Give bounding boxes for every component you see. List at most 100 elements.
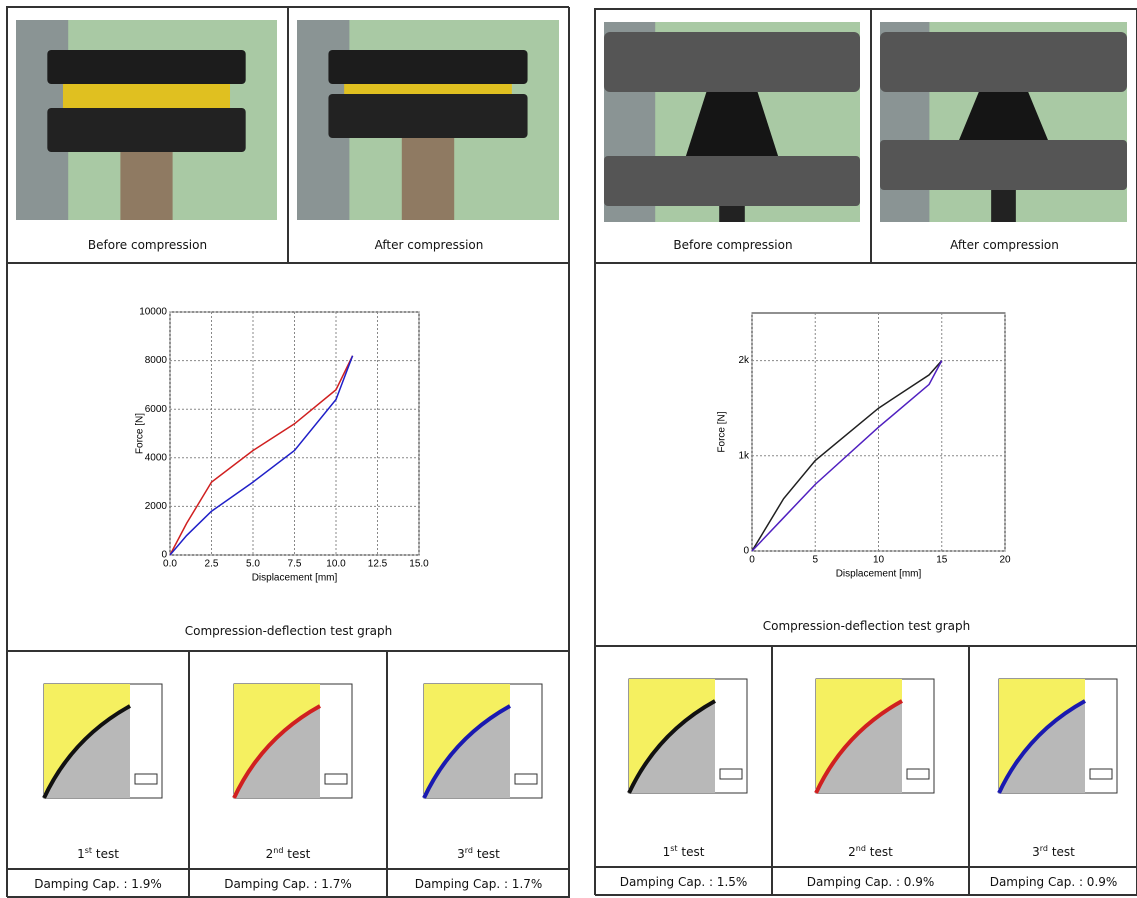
test-suffix: nd xyxy=(856,844,866,853)
x-tick-label: 10 xyxy=(873,555,885,566)
x-tick-label: 5 xyxy=(812,555,818,566)
chart-caption: Compression-deflection test graph xyxy=(8,624,569,638)
test-cell: 3rd test xyxy=(387,651,570,869)
lower-plate xyxy=(880,140,1127,190)
sponge xyxy=(344,84,512,94)
y-tick-label: 4000 xyxy=(145,452,168,463)
y-tick-label: 8000 xyxy=(145,355,168,366)
page: (() => { const data = JSON.parse(documen… xyxy=(0,0,1137,897)
test-label: 1st test xyxy=(8,846,188,861)
test-legend xyxy=(720,769,742,779)
upper-plate xyxy=(604,32,860,92)
test-number: 1 xyxy=(77,847,85,861)
test-suffix: st xyxy=(670,844,677,853)
test-chart xyxy=(412,678,547,808)
photo-caption: After compression xyxy=(872,238,1137,252)
x-tick-label: 10.0 xyxy=(326,559,346,570)
test-label: 1st test xyxy=(596,844,771,859)
test-legend xyxy=(1090,769,1112,779)
panel: Before compressionAfter compression 0 5 10 1… xyxy=(594,8,1137,895)
y-axis-label: Force [N] xyxy=(717,411,728,452)
test-suffix: rd xyxy=(465,846,473,855)
y-tick-label: 1k xyxy=(738,450,750,461)
test-word: test xyxy=(870,845,893,859)
damping-value: Damping Cap. : 0.9% xyxy=(970,875,1137,889)
y-tick-label: 2000 xyxy=(145,501,168,512)
test-chart xyxy=(32,678,167,808)
sponge xyxy=(63,84,230,108)
x-tick-label: 15 xyxy=(936,555,948,566)
test-label: 3rd test xyxy=(970,844,1137,859)
photo xyxy=(880,22,1127,222)
photo-cell: Before compression xyxy=(7,7,288,263)
x-tick-label: 0 xyxy=(749,555,755,566)
damping-value: Damping Cap. : 1.9% xyxy=(8,877,188,891)
test-word: test xyxy=(287,847,310,861)
photo xyxy=(297,20,559,220)
photo xyxy=(16,20,277,220)
damping-cell: Damping Cap. : 1.5% xyxy=(595,867,772,896)
test-word: test xyxy=(681,845,704,859)
test-cell: 1st test xyxy=(595,646,772,867)
test-cell: 3rd test xyxy=(969,646,1137,867)
y-tick-label: 0 xyxy=(743,546,749,557)
test-chart xyxy=(222,678,357,808)
test-suffix: nd xyxy=(273,846,283,855)
damping-cell: Damping Cap. : 1.9% xyxy=(7,869,189,898)
x-axis-label: Displacement [mm] xyxy=(252,573,338,584)
photo xyxy=(604,22,860,222)
y-tick-label: 6000 xyxy=(145,404,168,415)
stand xyxy=(991,190,1016,222)
photo-cell: Before compression xyxy=(595,9,871,263)
upper-plate xyxy=(47,50,245,84)
photo-caption: Before compression xyxy=(596,238,870,252)
test-number: 2 xyxy=(848,845,856,859)
test-cell: 2nd test xyxy=(772,646,969,867)
photo-cell: After compression xyxy=(871,9,1137,263)
test-legend xyxy=(325,774,347,784)
test-cell: 1st test xyxy=(7,651,189,869)
damping-value: Damping Cap. : 1.7% xyxy=(388,877,569,891)
y-axis-label: Force [N] xyxy=(135,413,146,454)
test-legend xyxy=(515,774,537,784)
damping-value: Damping Cap. : 1.5% xyxy=(596,875,771,889)
test-suffix: rd xyxy=(1040,844,1048,853)
test-suffix: st xyxy=(85,846,92,855)
chart-caption: Compression-deflection test graph xyxy=(596,619,1137,633)
lower-plate xyxy=(604,156,860,206)
chart: 0.02.55.07.510.012.515.00200040006000800… xyxy=(8,264,569,612)
test-legend xyxy=(907,769,929,779)
test-chart xyxy=(987,673,1122,803)
test-word: test xyxy=(96,847,119,861)
damping-cell: Damping Cap. : 0.9% xyxy=(969,867,1137,896)
test-label: 2nd test xyxy=(773,844,968,859)
x-tick-label: 2.5 xyxy=(205,559,219,570)
test-cell: 2nd test xyxy=(189,651,387,869)
damping-cell: Damping Cap. : 1.7% xyxy=(387,869,570,898)
test-word: test xyxy=(477,847,500,861)
upper-plate xyxy=(880,32,1127,92)
photo-caption: After compression xyxy=(289,238,569,252)
test-legend xyxy=(135,774,157,784)
photo-caption: Before compression xyxy=(8,238,287,252)
x-tick-label: 5.0 xyxy=(246,559,260,570)
stand xyxy=(402,138,454,220)
plot-area xyxy=(752,313,1005,551)
x-tick-label: 20 xyxy=(999,555,1011,566)
test-label: 3rd test xyxy=(388,846,569,861)
test-label: 2nd test xyxy=(190,846,386,861)
test-word: test xyxy=(1052,845,1075,859)
x-tick-label: 15.0 xyxy=(409,559,429,570)
y-tick-label: 10000 xyxy=(139,307,167,318)
lower-plate xyxy=(328,94,527,138)
damping-cell: Damping Cap. : 0.9% xyxy=(772,867,969,896)
damping-cell: Damping Cap. : 1.7% xyxy=(189,869,387,898)
x-axis-label: Displacement [mm] xyxy=(836,569,922,580)
damping-value: Damping Cap. : 0.9% xyxy=(773,875,968,889)
test-number: 3 xyxy=(1032,845,1040,859)
stand xyxy=(719,206,745,222)
